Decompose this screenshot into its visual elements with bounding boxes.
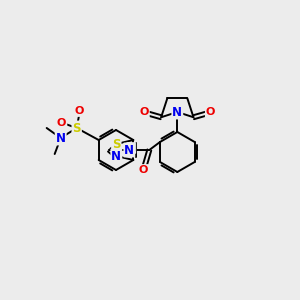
Text: O: O bbox=[75, 106, 84, 116]
Text: S: S bbox=[112, 137, 121, 151]
Text: N: N bbox=[172, 106, 182, 118]
Text: O: O bbox=[57, 118, 66, 128]
Text: S: S bbox=[72, 122, 81, 134]
Text: O: O bbox=[140, 107, 149, 117]
Text: N: N bbox=[111, 149, 121, 163]
Text: O: O bbox=[139, 165, 148, 175]
Text: N: N bbox=[56, 131, 66, 145]
Text: N: N bbox=[124, 143, 134, 157]
Text: O: O bbox=[206, 107, 215, 117]
Text: H: H bbox=[127, 143, 135, 153]
